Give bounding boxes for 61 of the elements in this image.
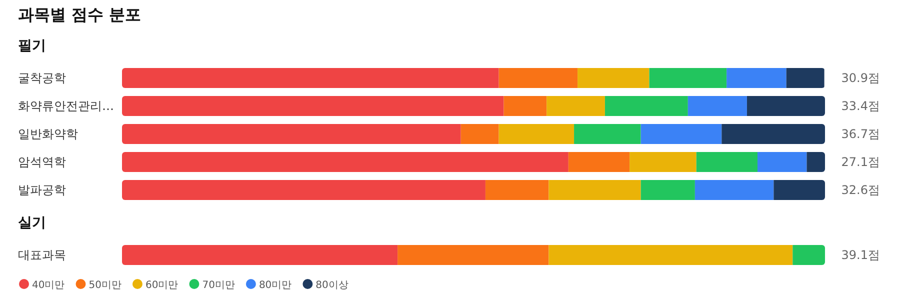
- bar: [726, 68, 786, 88]
- bar: [696, 152, 758, 172]
- legend-label: 60미만: [145, 280, 178, 291]
- bar: [640, 124, 722, 144]
- text: 33.4점: [841, 99, 880, 113]
- bar: [604, 96, 688, 116]
- text: 39.1점: [841, 248, 880, 262]
- legend-label: 50미만: [88, 280, 122, 291]
- text: 30.9점: [841, 71, 880, 85]
- bar: [649, 68, 727, 88]
- legend-label: 80미만: [258, 280, 292, 291]
- chart-subtitle: 필기: [18, 38, 46, 54]
- y-tick-label: 화약류안전관리…: [18, 99, 114, 113]
- legend-item: 50미만: [76, 279, 122, 291]
- bar: [498, 68, 578, 88]
- bar: [122, 96, 504, 116]
- chart-title: 과목별 점수 분포: [18, 5, 142, 24]
- legend-label: 40미만: [32, 280, 65, 291]
- bar: [758, 152, 807, 172]
- bar: [122, 124, 461, 144]
- text: 27.1점: [841, 155, 880, 169]
- bar: [398, 245, 549, 265]
- chart-subtitle: 실기: [18, 215, 46, 231]
- bar: [548, 180, 641, 200]
- text: 36.7점: [841, 127, 880, 141]
- legend-label: 80이상: [316, 280, 348, 291]
- text: 32.6점: [841, 183, 880, 197]
- bar: [694, 180, 774, 200]
- bar: [774, 180, 825, 200]
- bar: [630, 152, 696, 172]
- bar: [122, 68, 499, 88]
- bar: [640, 180, 695, 200]
- legend-item: 80미만: [246, 279, 292, 291]
- y-tick-label: 일반화약학: [18, 127, 78, 141]
- y-tick-label: 암석역학: [18, 155, 66, 169]
- bar: [786, 68, 824, 88]
- bar: [548, 245, 793, 265]
- bar: [746, 96, 825, 116]
- bar: [504, 96, 547, 116]
- legend-item: 40미만: [19, 279, 65, 291]
- legend-item: 80이상: [302, 279, 348, 291]
- legend-label: 70미만: [202, 280, 235, 291]
- bar: [722, 124, 825, 144]
- bar: [792, 245, 825, 265]
- y-tick-label: 대표과목: [18, 248, 66, 262]
- y-tick-label: 굴착공학: [18, 71, 66, 85]
- bar: [578, 68, 650, 88]
- bar: [568, 152, 630, 172]
- legend-item: 60미만: [132, 279, 178, 291]
- bar: [498, 124, 574, 144]
- bar: [485, 180, 549, 200]
- bar: [122, 152, 568, 172]
- y-tick-label: 발파공학: [18, 183, 66, 197]
- bar: [460, 124, 499, 144]
- bar: [806, 152, 825, 172]
- bar: [546, 96, 605, 116]
- bar: [122, 180, 486, 200]
- bar: [688, 96, 747, 116]
- legend-item: 70미만: [189, 279, 235, 291]
- bar: [122, 245, 398, 265]
- bar: [574, 124, 641, 144]
